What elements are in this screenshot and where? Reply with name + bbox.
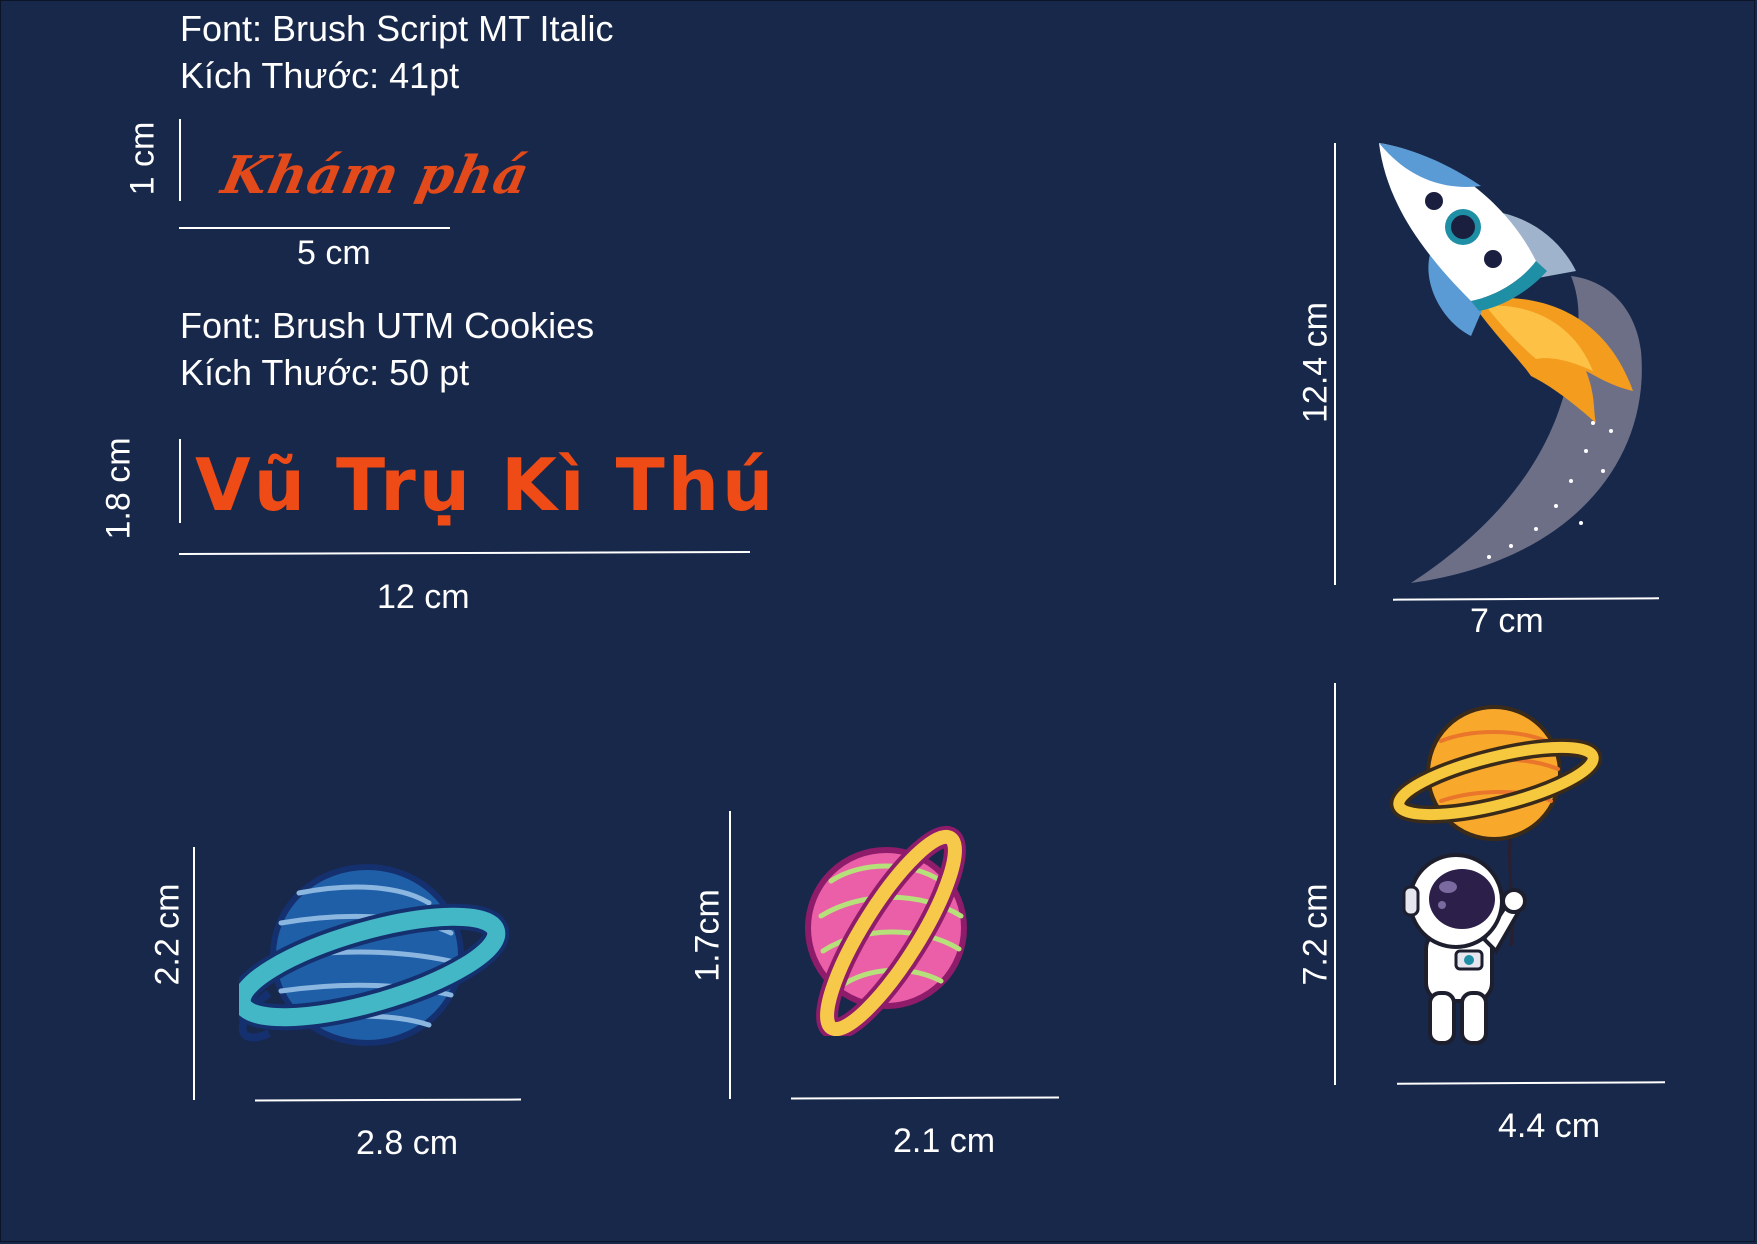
dimension-line-horizontal bbox=[179, 227, 450, 229]
height-dimension-label: 1.8 cm bbox=[99, 437, 138, 540]
width-dimension-label: 12 cm bbox=[377, 578, 470, 616]
dimension-line-horizontal bbox=[254, 1098, 522, 1102]
font-size-label: Kích Thước: 50 pt bbox=[180, 352, 470, 393]
width-dimension-label: 4.4 cm bbox=[1498, 1107, 1601, 1145]
blue-planet-icon bbox=[239, 864, 509, 1046]
width-dimension-label: 5 cm bbox=[297, 234, 371, 272]
rocket-icon bbox=[1379, 143, 1642, 583]
astronaut-balloon-icon bbox=[1389, 705, 1603, 1045]
dimension-line-vertical bbox=[179, 119, 181, 201]
height-dimension-label: 1.7cm bbox=[688, 889, 727, 982]
dimension-line-horizontal bbox=[1392, 597, 1660, 601]
font-name-label: Font: Brush Script MT Italic bbox=[180, 8, 614, 49]
dimension-line-vertical bbox=[193, 847, 195, 1100]
height-dimension-label: 2.2 cm bbox=[148, 883, 187, 986]
dimension-line-horizontal bbox=[178, 551, 751, 555]
font-sample-text: Khám phá bbox=[216, 145, 536, 206]
height-dimension-label: 12.4 cm bbox=[1296, 302, 1335, 423]
font-sample-text: Vũ Trụ Kì Thú bbox=[195, 443, 777, 527]
pink-planet-icon bbox=[805, 825, 967, 1036]
dimension-line-vertical bbox=[179, 439, 181, 523]
width-dimension-label: 2.1 cm bbox=[893, 1122, 996, 1160]
height-dimension-label: 7.2 cm bbox=[1296, 883, 1335, 986]
dimension-line-vertical bbox=[729, 811, 731, 1099]
font-name-label: Font: Brush UTM Cookies bbox=[180, 305, 595, 346]
width-dimension-label: 2.8 cm bbox=[356, 1124, 459, 1162]
dimension-line-vertical bbox=[1334, 143, 1336, 585]
font-info-1: Font: Brush Script MT Italic Kích Thước:… bbox=[180, 5, 613, 99]
width-dimension-label: 7 cm bbox=[1470, 602, 1544, 640]
dimension-line-vertical bbox=[1334, 683, 1336, 1085]
dimension-line-horizontal bbox=[790, 1096, 1060, 1100]
height-dimension-label: 1 cm bbox=[123, 121, 162, 196]
font-size-label: Kích Thước: 41pt bbox=[180, 55, 460, 96]
font-info-2: Font: Brush UTM Cookies Kích Thước: 50 p… bbox=[180, 302, 594, 396]
dimension-line-horizontal bbox=[1396, 1081, 1666, 1085]
